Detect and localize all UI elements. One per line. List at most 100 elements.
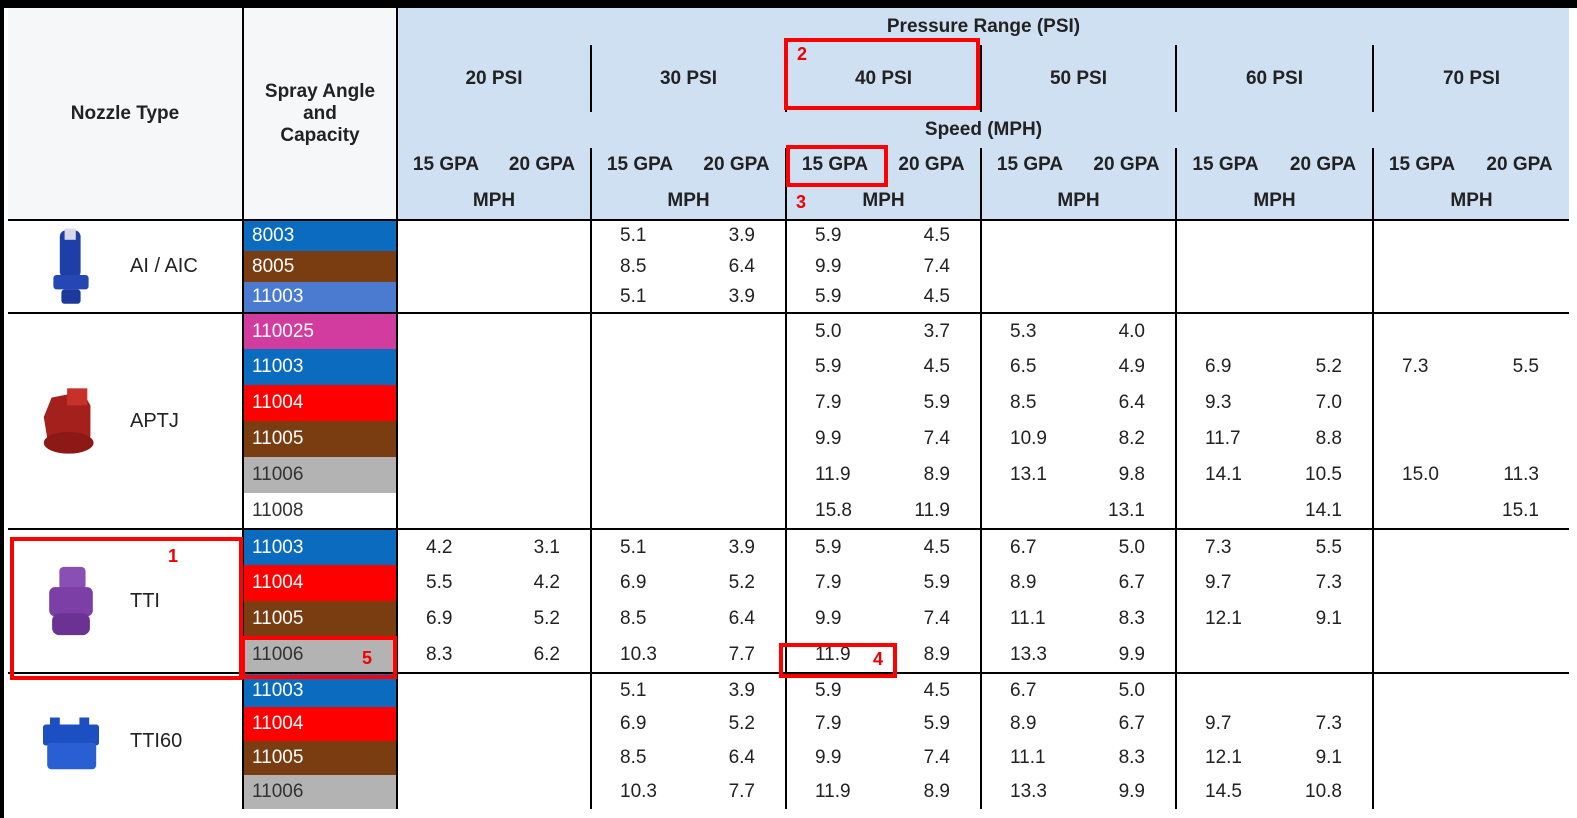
speed-value <box>397 707 494 741</box>
speed-value: 5.0 <box>1078 529 1176 565</box>
speed-value: 7.4 <box>883 601 981 637</box>
speed-value <box>397 251 494 282</box>
speed-value: 9.3 <box>1176 385 1274 421</box>
speed-value: 6.7 <box>1078 707 1176 741</box>
spray-code: 11005 <box>243 741 397 775</box>
speed-value: 3.9 <box>688 673 786 707</box>
pressure-header: 20 PSI <box>397 45 591 112</box>
speed-value <box>1176 493 1274 529</box>
top-border <box>0 0 1577 8</box>
speed-value <box>1373 220 1470 251</box>
nozzle-name: TTI60 <box>130 730 182 753</box>
data-row: AI / AIC80035.13.95.94.5 <box>8 220 1569 251</box>
speed-value <box>494 457 591 493</box>
speed-value: 13.3 <box>981 775 1078 809</box>
gpa-header: 20 GPA <box>1078 148 1176 182</box>
speed-value: 8.8 <box>1274 421 1373 457</box>
speed-value: 8.5 <box>981 385 1078 421</box>
speed-value <box>1078 220 1176 251</box>
speed-value: 9.9 <box>786 421 883 457</box>
speed-value: 10.3 <box>591 775 688 809</box>
speed-value: 10.3 <box>591 637 688 673</box>
speed-value: 6.4 <box>1078 385 1176 421</box>
speed-value: 9.9 <box>1078 775 1176 809</box>
gpa-header: 15 GPA <box>591 148 688 182</box>
speed-value <box>1274 673 1373 707</box>
speed-value <box>1373 741 1470 775</box>
speed-value <box>1373 313 1470 349</box>
nozzle: APTJ <box>8 381 242 461</box>
speed-value: 7.9 <box>786 565 883 601</box>
speed-value: 8.3 <box>1078 741 1176 775</box>
data-row: 80058.56.49.97.4 <box>8 251 1569 282</box>
speed-value <box>981 251 1078 282</box>
speed-value <box>397 282 494 313</box>
speed-value: 8.9 <box>883 775 981 809</box>
speed-value: 3.7 <box>883 313 981 349</box>
speed-value: 13.1 <box>981 457 1078 493</box>
speed-value: 5.1 <box>591 220 688 251</box>
speed-value: 7.3 <box>1274 707 1373 741</box>
speed-value <box>1176 313 1274 349</box>
speed-value <box>397 313 494 349</box>
speed-value: 3.9 <box>688 220 786 251</box>
speed-value: 6.9 <box>591 565 688 601</box>
speed-value: 7.3 <box>1373 349 1470 385</box>
speed-value <box>1373 637 1470 673</box>
pressure-header: 60 PSI <box>1176 45 1373 112</box>
speed-value <box>591 421 688 457</box>
spray-code: 11006 <box>243 775 397 809</box>
gpa-header: 15 GPA <box>981 148 1078 182</box>
spray-angle-header: Spray Angle and Capacity <box>243 8 397 220</box>
annotation-label: 1 <box>168 546 178 567</box>
speed-value <box>1470 673 1569 707</box>
data-row: 110046.95.27.95.98.96.79.77.3 <box>8 707 1569 741</box>
speed-value: 13.3 <box>981 637 1078 673</box>
speed-value: 6.4 <box>688 601 786 637</box>
speed-value: 11.7 <box>1176 421 1274 457</box>
speed-value <box>688 421 786 457</box>
speed-value: 7.3 <box>1176 529 1274 565</box>
speed-value: 8.9 <box>883 457 981 493</box>
speed-value: 5.3 <box>981 313 1078 349</box>
data-row: 1100815.811.913.114.115.1 <box>8 493 1569 529</box>
speed-value: 11.1 <box>981 741 1078 775</box>
speed-value: 7.7 <box>688 775 786 809</box>
speed-value: 5.2 <box>688 565 786 601</box>
speed-value: 5.1 <box>591 673 688 707</box>
speed-value <box>1373 601 1470 637</box>
speed-value <box>1373 707 1470 741</box>
speed-value <box>1470 707 1569 741</box>
spray-code: 11004 <box>243 385 397 421</box>
spray-code: 11003 <box>243 282 397 313</box>
spray-code: 8005 <box>243 251 397 282</box>
speed-value: 6.5 <box>981 349 1078 385</box>
annotation-box <box>10 537 243 680</box>
speed-value <box>1373 282 1470 313</box>
annotation-label: 4 <box>873 649 883 670</box>
speed-value: 6.7 <box>981 673 1078 707</box>
speed-value: 8.9 <box>981 565 1078 601</box>
speed-value: 5.9 <box>883 565 981 601</box>
speed-value: 8.2 <box>1078 421 1176 457</box>
spray-code: 11003 <box>243 529 397 565</box>
speed-value <box>1470 313 1569 349</box>
speed-value: 9.1 <box>1274 601 1373 637</box>
speed-value: 9.7 <box>1176 707 1274 741</box>
speed-value: 4.5 <box>883 282 981 313</box>
speed-value: 15.1 <box>1470 493 1569 529</box>
speed-value <box>1176 673 1274 707</box>
nozzle: TTI60 <box>8 702 242 782</box>
speed-value: 11.3 <box>1470 457 1569 493</box>
annotation-label: 5 <box>362 648 372 669</box>
speed-value: 4.2 <box>494 565 591 601</box>
speed-value: 5.0 <box>1078 673 1176 707</box>
speed-value <box>1470 385 1569 421</box>
speed-value: 8.5 <box>591 601 688 637</box>
speed-value <box>1470 220 1569 251</box>
speed-value: 8.5 <box>591 251 688 282</box>
speed-value: 4.9 <box>1078 349 1176 385</box>
speed-value: 11.9 <box>786 775 883 809</box>
speed-value: 9.7 <box>1176 565 1274 601</box>
